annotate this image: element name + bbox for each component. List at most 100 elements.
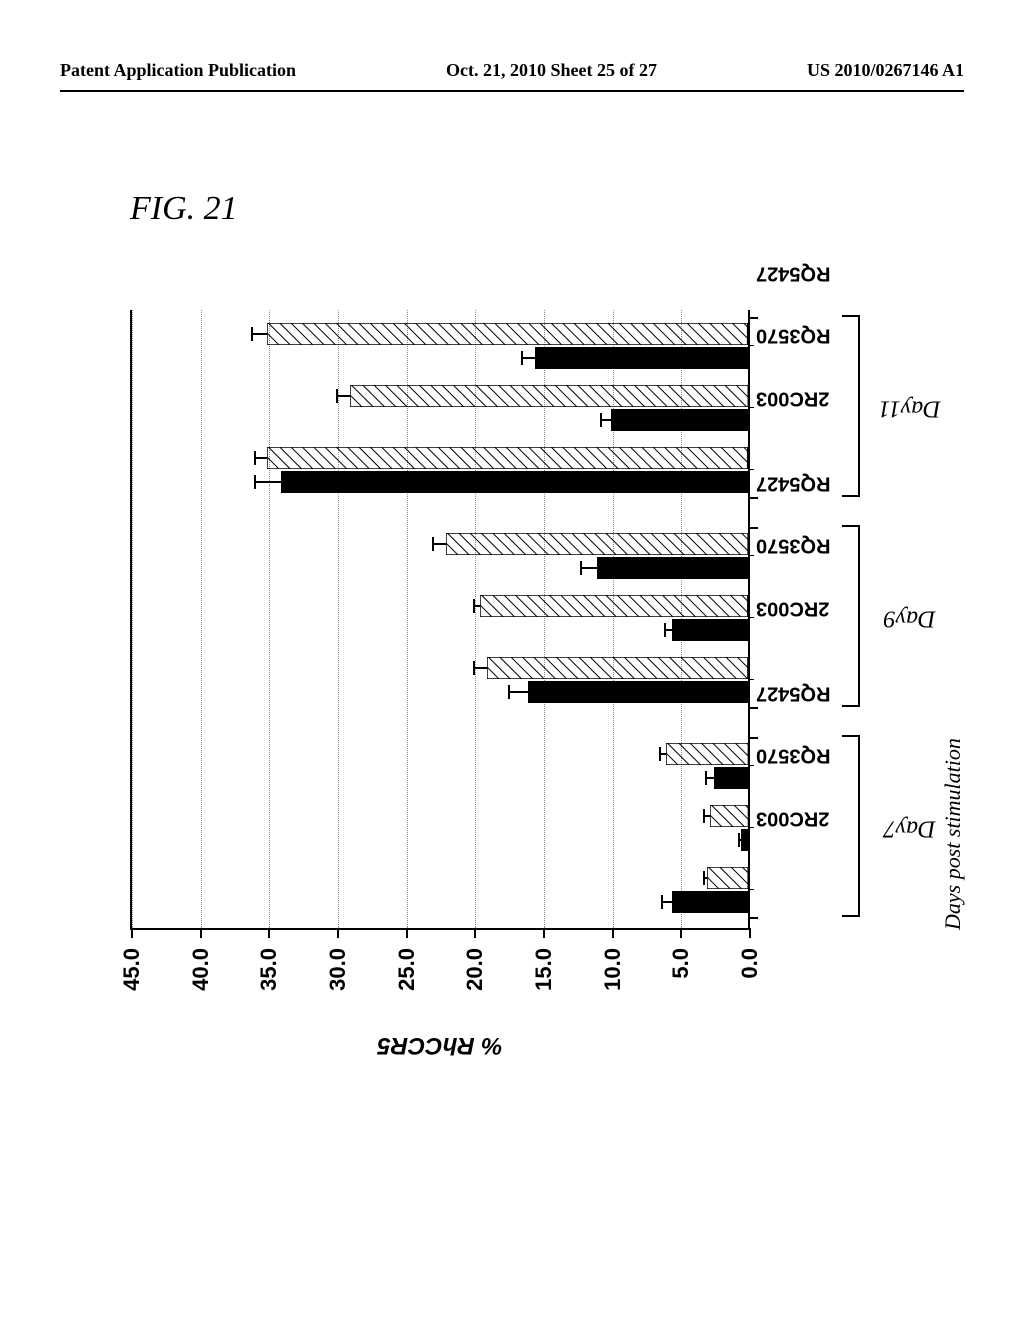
error-bar — [254, 451, 268, 465]
y-tick-label: 40.0 — [188, 948, 214, 1003]
x-group-tick — [748, 707, 758, 709]
x-tick — [748, 679, 754, 680]
bar-solid — [597, 557, 748, 579]
error-bar — [600, 413, 611, 427]
y-tick-label: 30.0 — [325, 948, 351, 1003]
y-tick — [612, 928, 614, 938]
bar-hatched — [350, 385, 748, 407]
page: Patent Application Publication Oct. 21, … — [0, 0, 1024, 1320]
error-bar — [521, 351, 535, 365]
bar-solid — [672, 891, 748, 913]
bar-solid — [672, 619, 748, 641]
error-bar — [661, 895, 672, 909]
y-tick-label: 0.0 — [737, 948, 763, 1003]
bar-hatched — [267, 323, 748, 345]
error-bar — [705, 771, 713, 785]
error-bar — [254, 475, 281, 489]
x-category-label: RQ3570 — [756, 534, 831, 557]
bar-solid — [535, 347, 748, 369]
chart-container-rotated: 0.0 5.0 10.0 15.0 20.0 25.0 30.0 35.0 40.0 45.0 2R… — [70, 210, 950, 1090]
y-tick-label: 45.0 — [119, 948, 145, 1003]
header-right: US 2010/0267146 A1 — [807, 60, 964, 81]
error-bar — [580, 561, 596, 575]
error-bar — [703, 871, 707, 885]
header-center: Oct. 21, 2010 Sheet 25 of 27 — [446, 60, 657, 81]
y-tick — [200, 928, 202, 938]
error-bar — [738, 833, 741, 847]
bar-hatched — [666, 743, 748, 765]
x-category-label: 2RC003 — [756, 807, 829, 830]
bar-hatched — [446, 533, 748, 555]
y-tick-label: 25.0 — [394, 948, 420, 1003]
y-tick-label: 10.0 — [600, 948, 626, 1003]
y-tick — [680, 928, 682, 938]
x-group-tick — [748, 917, 758, 919]
bar-solid — [741, 829, 748, 851]
bar-hatched — [707, 867, 748, 889]
x-category-label: RQ5427 — [756, 472, 831, 495]
bar-solid — [714, 767, 748, 789]
y-tick — [543, 928, 545, 938]
error-bar — [659, 747, 666, 761]
y-tick-label: 5.0 — [668, 948, 694, 1003]
x-group-tick — [748, 317, 758, 319]
y-tick — [749, 928, 751, 938]
group-label: Day9 — [884, 605, 936, 632]
grid-line — [132, 310, 133, 928]
error-bar — [473, 599, 480, 613]
bar-solid — [611, 409, 748, 431]
x-category-label: RQ5427 — [756, 682, 831, 705]
x-category-label: RQ5427 — [756, 262, 831, 285]
x-tick — [748, 469, 754, 470]
x-tick — [748, 555, 754, 556]
x-tick — [748, 827, 754, 828]
header-rule — [60, 90, 964, 92]
bar-hatched — [487, 657, 748, 679]
error-bar — [508, 685, 529, 699]
error-bar — [473, 661, 487, 675]
x-category-label: RQ3570 — [756, 744, 831, 767]
grid-line — [201, 310, 202, 928]
error-bar — [703, 809, 710, 823]
x-category-label: 2RC003 — [756, 597, 829, 620]
x-category-label: RQ3570 — [756, 324, 831, 347]
page-header: Patent Application Publication Oct. 21, … — [0, 60, 1024, 81]
error-bar — [664, 623, 672, 637]
x-tick — [748, 407, 754, 408]
group-label: Day7 — [884, 815, 936, 842]
error-bar — [336, 389, 350, 403]
x-tick — [748, 765, 754, 766]
y-tick — [131, 928, 133, 938]
y-tick-label: 20.0 — [462, 948, 488, 1003]
x-tick — [748, 345, 754, 346]
y-axis-title: % RhCCR5 — [377, 1031, 502, 1059]
x-category-label: 2RC003 — [756, 387, 829, 410]
group-bracket — [842, 735, 860, 917]
bar-solid — [281, 471, 748, 493]
plot-area: 0.05.010.015.020.025.030.035.040.045.02R… — [130, 310, 750, 930]
group-bracket — [842, 315, 860, 497]
x-group-tick — [748, 497, 758, 499]
bar-hatched — [710, 805, 748, 827]
error-bar — [432, 537, 446, 551]
x-tick — [748, 617, 754, 618]
x-group-tick — [748, 737, 758, 739]
x-tick — [748, 889, 754, 890]
bar-hatched — [480, 595, 748, 617]
y-tick — [474, 928, 476, 938]
x-axis-title: Days post stimulation — [940, 738, 1024, 930]
x-group-tick — [748, 527, 758, 529]
bar-solid — [528, 681, 748, 703]
group-label: Day11 — [878, 395, 940, 422]
bar-hatched — [267, 447, 748, 469]
y-tick — [337, 928, 339, 938]
y-tick — [406, 928, 408, 938]
y-tick-label: 35.0 — [256, 948, 282, 1003]
header-left: Patent Application Publication — [60, 60, 296, 81]
error-bar — [251, 327, 267, 341]
y-tick — [268, 928, 270, 938]
grid-line — [269, 310, 270, 928]
bar-chart: 0.0 5.0 10.0 15.0 20.0 25.0 30.0 35.0 40.0 45.0 2R… — [70, 210, 950, 1090]
group-bracket — [842, 525, 860, 707]
y-tick-label: 15.0 — [531, 948, 557, 1003]
